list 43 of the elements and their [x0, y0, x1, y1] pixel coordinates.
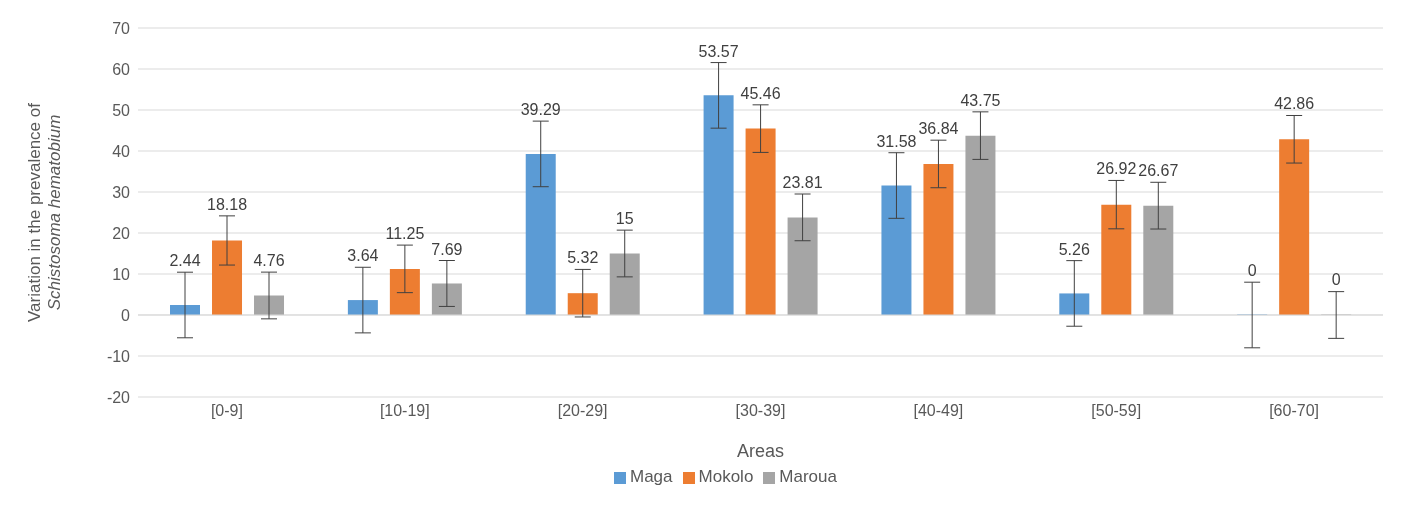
y-tick-label: 20	[112, 224, 131, 242]
data-label: 0	[1247, 261, 1257, 279]
data-label: 23.81	[782, 174, 823, 192]
data-label: 4.76	[253, 252, 285, 270]
y-axis-title: Variation in the prevalence of Schistosoma hematobium	[25, 102, 64, 322]
x-tick-label: [40-49]	[913, 402, 964, 420]
y-tick-label: 40	[112, 142, 131, 160]
y-tick-label: 10	[112, 265, 131, 283]
data-label: 36.84	[918, 120, 959, 138]
data-label: 45.46	[740, 84, 781, 102]
legend-label: Maroua	[779, 467, 837, 486]
data-label: 18.18	[206, 195, 248, 213]
data-label: 15	[615, 210, 634, 228]
y-tick-label: 70	[112, 19, 131, 37]
data-label: 2.44	[169, 252, 201, 270]
x-tick-label: [10-19]	[379, 402, 430, 420]
data-label: 0	[1331, 271, 1341, 289]
x-axis-title: Areas	[736, 441, 785, 461]
x-tick-label: [0-9]	[210, 402, 243, 420]
data-label: 26.92	[1096, 160, 1137, 178]
data-label: 7.69	[431, 240, 463, 258]
data-label: 3.64	[347, 247, 379, 265]
x-tick-label: [30-39]	[735, 402, 786, 420]
x-tick-label: [20-29]	[557, 402, 608, 420]
y-tick-label: 60	[112, 60, 131, 78]
y-tick-label: 0	[121, 306, 131, 324]
y-tick-label: -10	[106, 347, 131, 365]
legend-label: Mokolo	[698, 467, 754, 486]
data-label: 26.67	[1138, 162, 1179, 180]
y-tick-label: -20	[106, 388, 131, 406]
legend-label: Maga	[630, 467, 673, 486]
data-label: 5.32	[567, 249, 599, 267]
y-tick-label: 50	[112, 101, 131, 119]
data-label: 39.29	[520, 101, 561, 119]
data-label: 43.75	[960, 91, 1001, 109]
data-label: 31.58	[876, 132, 917, 150]
data-label: 5.26	[1058, 240, 1090, 258]
data-label: 11.25	[385, 225, 425, 243]
y-tick-label: 30	[112, 183, 131, 201]
x-tick-label: [50-59]	[1091, 402, 1142, 420]
x-tick-label: [60-70]	[1269, 402, 1319, 420]
data-label: 42.86	[1274, 95, 1315, 113]
data-label: 53.57	[698, 42, 739, 60]
